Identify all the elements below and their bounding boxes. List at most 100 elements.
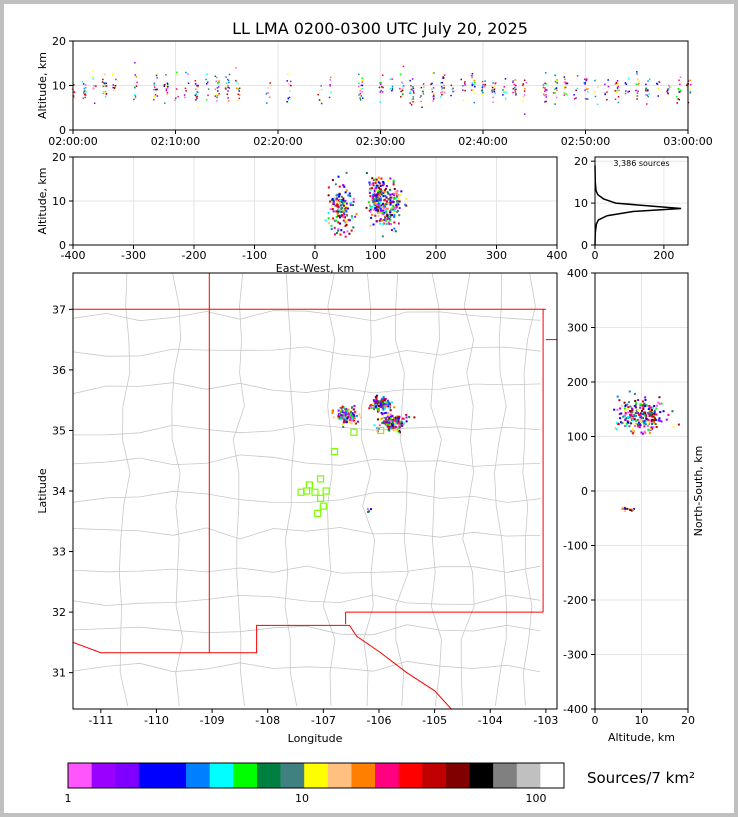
ew-source	[365, 206, 368, 209]
ew-source	[344, 205, 347, 208]
time-height-source	[515, 92, 517, 95]
time-height-source	[133, 94, 136, 96]
ew-source	[350, 216, 353, 219]
ew-source	[373, 194, 376, 197]
ns-source	[634, 403, 637, 406]
time-height-source	[576, 88, 579, 90]
time-height-source	[217, 86, 220, 88]
ew-source	[395, 192, 398, 195]
ns-source	[626, 403, 629, 406]
time-height-source	[380, 81, 383, 84]
time-height-source	[594, 95, 597, 98]
ns-source	[650, 426, 653, 429]
ns-source	[634, 414, 637, 417]
time-height-source	[502, 89, 504, 91]
time-height-source	[443, 87, 445, 89]
time-height-source	[412, 101, 414, 103]
map-source	[380, 404, 383, 407]
time-height-source	[83, 90, 86, 93]
time-height-source	[647, 80, 649, 82]
map-source	[392, 429, 395, 432]
colorbar-segment	[115, 763, 140, 788]
time-height-source	[462, 89, 464, 91]
time-height-xtick-label: 02:20:00	[253, 135, 302, 148]
time-height-source	[82, 83, 85, 85]
ew-source	[372, 208, 375, 211]
ns-source	[642, 406, 645, 409]
time-height-source	[194, 80, 197, 82]
map-source	[384, 397, 387, 400]
lma-station-marker	[316, 494, 325, 502]
county-border	[361, 273, 376, 707]
time-height-source	[504, 97, 507, 100]
ns-source	[642, 403, 645, 406]
map-source	[386, 423, 389, 426]
time-height-source	[420, 86, 423, 89]
time-height-source	[614, 90, 617, 92]
time-height-source	[164, 83, 167, 86]
time-height-source	[205, 99, 208, 101]
ew-source	[344, 235, 347, 238]
ew-source	[380, 190, 383, 193]
ew-source	[329, 200, 332, 203]
time-height-source	[635, 89, 637, 92]
time-height-source	[237, 93, 240, 96]
time-height-source	[165, 73, 167, 76]
ns-source	[628, 425, 631, 428]
time-height-source	[451, 88, 454, 91]
map-ytick-label: 36	[52, 364, 66, 377]
ns-source	[647, 412, 650, 415]
ew-source	[391, 193, 394, 196]
map-source	[373, 404, 376, 407]
ns-source	[646, 418, 649, 421]
time-height-source	[463, 82, 466, 84]
time-height-source	[320, 100, 322, 102]
time-height-source	[443, 91, 446, 94]
ns-source	[624, 414, 627, 417]
ew-source	[372, 223, 375, 226]
ns-source	[628, 421, 631, 424]
time-height-source	[318, 99, 321, 101]
time-height-source	[492, 89, 494, 91]
ew-source	[336, 203, 339, 206]
time-height-source	[453, 90, 455, 93]
time-height-source	[114, 86, 116, 88]
ns-source	[641, 400, 644, 403]
ns-source	[627, 401, 630, 404]
ew-source	[393, 188, 396, 191]
ns-source	[628, 390, 631, 393]
time-height-source	[227, 86, 229, 89]
ns-source	[647, 428, 650, 431]
map-source	[380, 411, 383, 414]
ew-source	[340, 207, 343, 210]
ew-source	[346, 230, 349, 233]
time-height-source	[411, 88, 413, 91]
map-source	[386, 425, 389, 428]
map-source	[388, 401, 391, 404]
time-height-source	[523, 90, 526, 92]
ns-source	[641, 432, 644, 435]
map-xtick-label: -106	[366, 714, 391, 727]
map-source	[372, 403, 375, 406]
time-height-source	[412, 86, 414, 88]
time-height-source	[154, 88, 157, 91]
map-source	[338, 417, 341, 420]
time-height-source	[155, 74, 158, 77]
ew-source	[376, 189, 379, 192]
map-source	[381, 397, 384, 400]
ew-source	[385, 220, 388, 223]
ns-source	[658, 402, 661, 405]
time-height-source	[399, 87, 401, 90]
time-height-source	[627, 91, 629, 93]
ew-source	[397, 222, 400, 225]
time-height-source	[542, 86, 545, 89]
map-source	[342, 425, 345, 428]
ew-source	[379, 197, 382, 200]
ew-source	[327, 212, 330, 215]
colorbar-segment	[209, 763, 234, 788]
ns-source	[630, 430, 633, 433]
ew-xtick-label: -100	[242, 249, 267, 262]
map-source	[339, 407, 342, 410]
map-source	[355, 414, 358, 417]
map-source	[402, 422, 405, 425]
